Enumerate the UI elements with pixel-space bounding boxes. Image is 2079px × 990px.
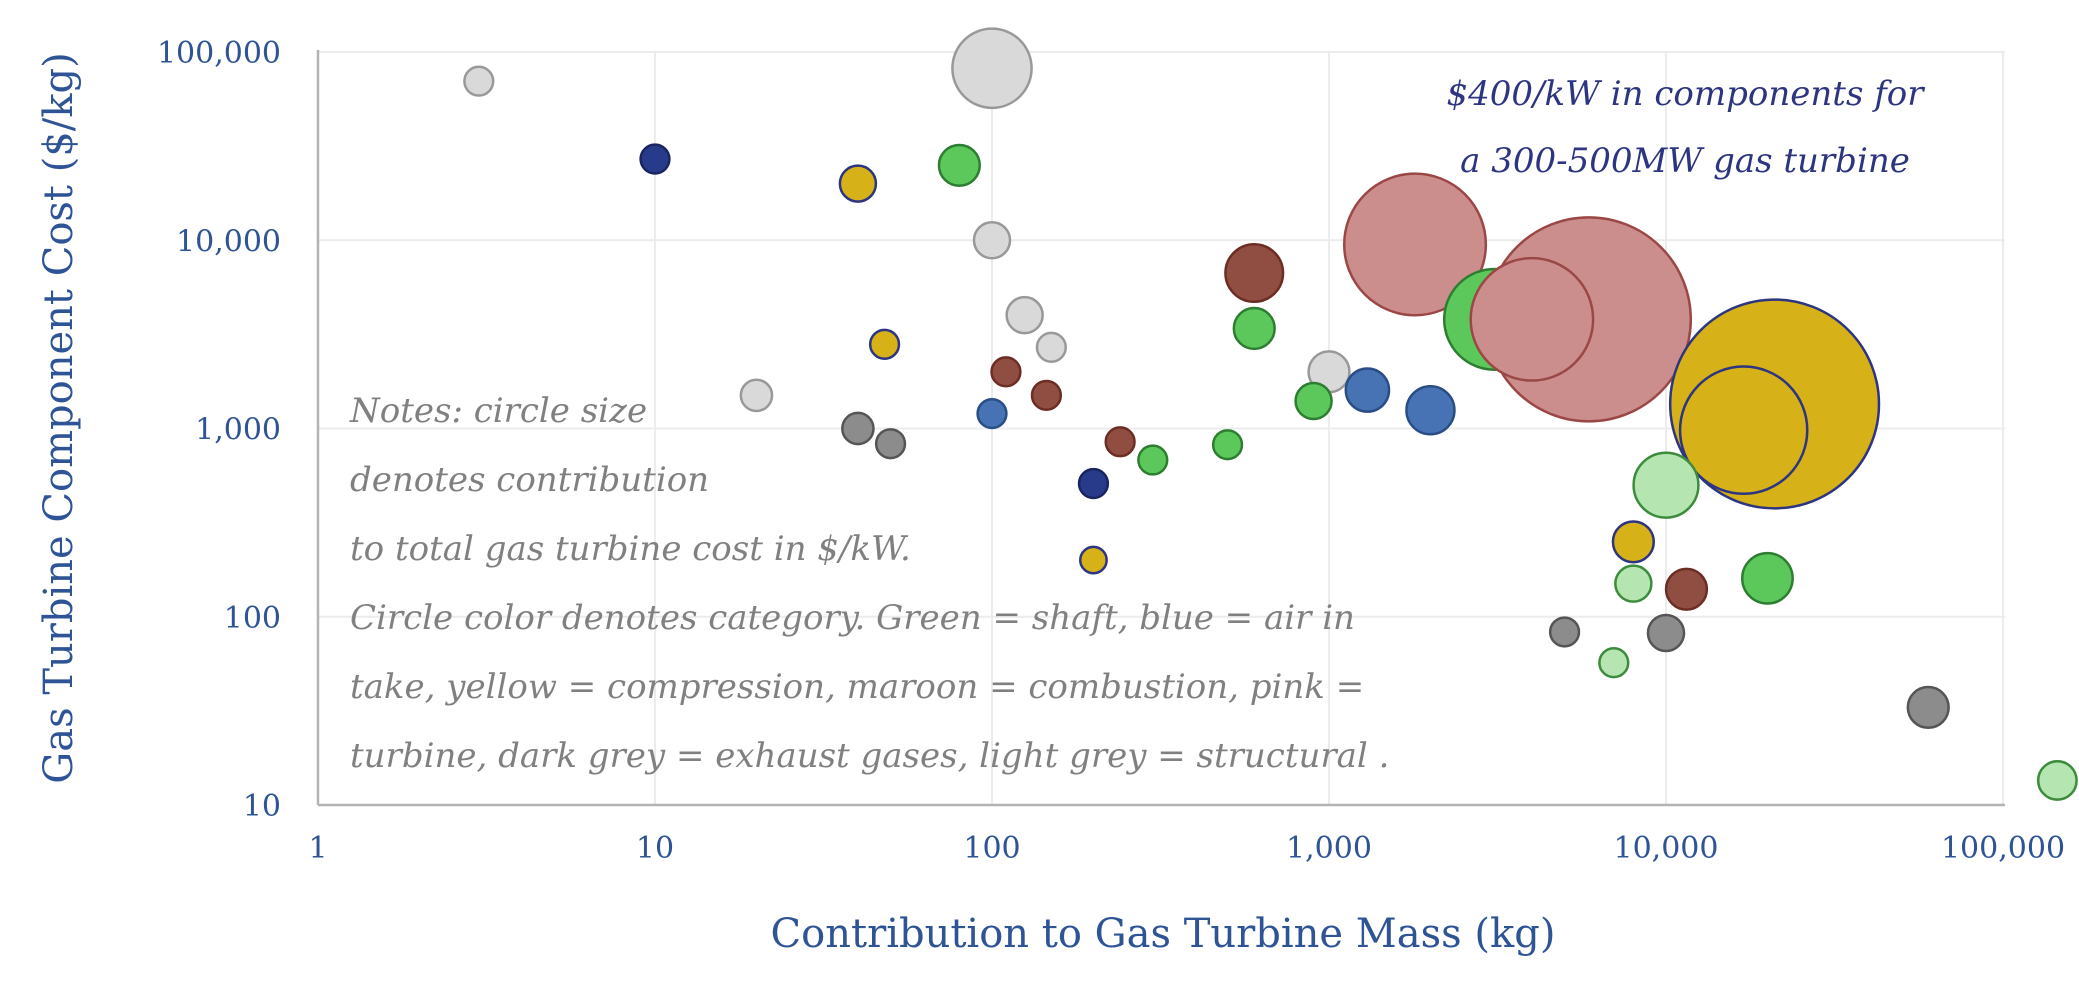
y-axis-title: Gas Turbine Component Cost ($/kg): [36, 52, 82, 783]
data-points: [463, 27, 2078, 801]
annotation-line-1: $400/kW in components for: [1446, 74, 1925, 114]
data-point: [972, 221, 1012, 260]
data-point: [1906, 685, 1950, 730]
x-tick-label: 10: [636, 831, 674, 866]
notes-line-6: turbine, dark grey = exhaust gases, ligh…: [350, 736, 1389, 776]
data-point: [1405, 385, 1456, 436]
data-point: [1030, 379, 1063, 412]
data-point: [976, 397, 1008, 430]
grid: [318, 51, 2005, 805]
data-point: [1211, 429, 1244, 461]
data-point: [1224, 242, 1285, 304]
data-point: [1548, 616, 1581, 648]
y-tick-label: 10: [243, 789, 281, 824]
x-tick-label: 10,000: [1614, 831, 1719, 866]
data-point: [1344, 367, 1391, 413]
notes-line-3: to total gas turbine cost in $/kW.: [350, 529, 911, 569]
data-point: [1598, 647, 1630, 679]
data-point: [1740, 551, 1794, 605]
data-point: [1469, 256, 1595, 382]
cost-annotation: $400/kW in components for a 300-500MW ga…: [1446, 74, 1925, 181]
y-tick-label: 10,000: [176, 224, 281, 259]
y-tick-label: 100,000: [157, 36, 281, 71]
data-point: [838, 164, 878, 203]
data-point: [1035, 331, 1067, 363]
x-tick-label: 100,000: [1941, 831, 2065, 866]
data-point: [1104, 426, 1136, 458]
data-point: [951, 27, 1033, 110]
data-point: [1005, 295, 1044, 335]
notes-line-5: take, yellow = compression, maroon = com…: [350, 667, 1364, 707]
data-point: [1646, 613, 1686, 653]
data-point: [1632, 451, 1700, 519]
data-point: [990, 356, 1022, 388]
data-point: [2036, 760, 2078, 801]
data-point: [639, 143, 671, 175]
data-point: [1678, 365, 1809, 496]
notes-text: Notes: circle size denotes contribution …: [349, 391, 1389, 776]
notes-line-2: denotes contribution: [350, 460, 709, 500]
x-axis-title: Contribution to Gas Turbine Mass (kg): [771, 911, 1556, 957]
data-point: [739, 378, 774, 413]
data-point: [1137, 444, 1169, 476]
data-point: [463, 65, 495, 97]
tick-labels: 1 10 100 1,000 10,000 100,000 10 100 1,000 10,000…: [157, 36, 2065, 866]
axes: [316, 50, 2005, 807]
annotation-line-2: a 300-500MW gas turbine: [1460, 141, 1910, 181]
data-point: [937, 143, 981, 187]
data-point: [1294, 381, 1333, 421]
data-point: [868, 328, 901, 360]
x-tick-label: 1: [308, 831, 327, 866]
notes-line-1: Notes: circle size: [349, 391, 647, 431]
data-point: [841, 411, 875, 446]
y-tick-label: 1,000: [195, 413, 281, 448]
data-point: [1232, 306, 1276, 351]
data-point: [1342, 172, 1488, 317]
data-point: [1614, 564, 1653, 603]
data-point: [874, 428, 907, 460]
data-point: [1664, 567, 1709, 611]
notes-line-4: Circle color denotes category. Green = s…: [350, 598, 1355, 638]
y-tick-label: 100: [224, 601, 281, 636]
data-point: [1611, 520, 1655, 564]
data-point: [1077, 467, 1110, 500]
x-tick-label: 1,000: [1286, 831, 1372, 866]
x-tick-label: 100: [963, 831, 1020, 866]
data-point: [1078, 545, 1108, 575]
